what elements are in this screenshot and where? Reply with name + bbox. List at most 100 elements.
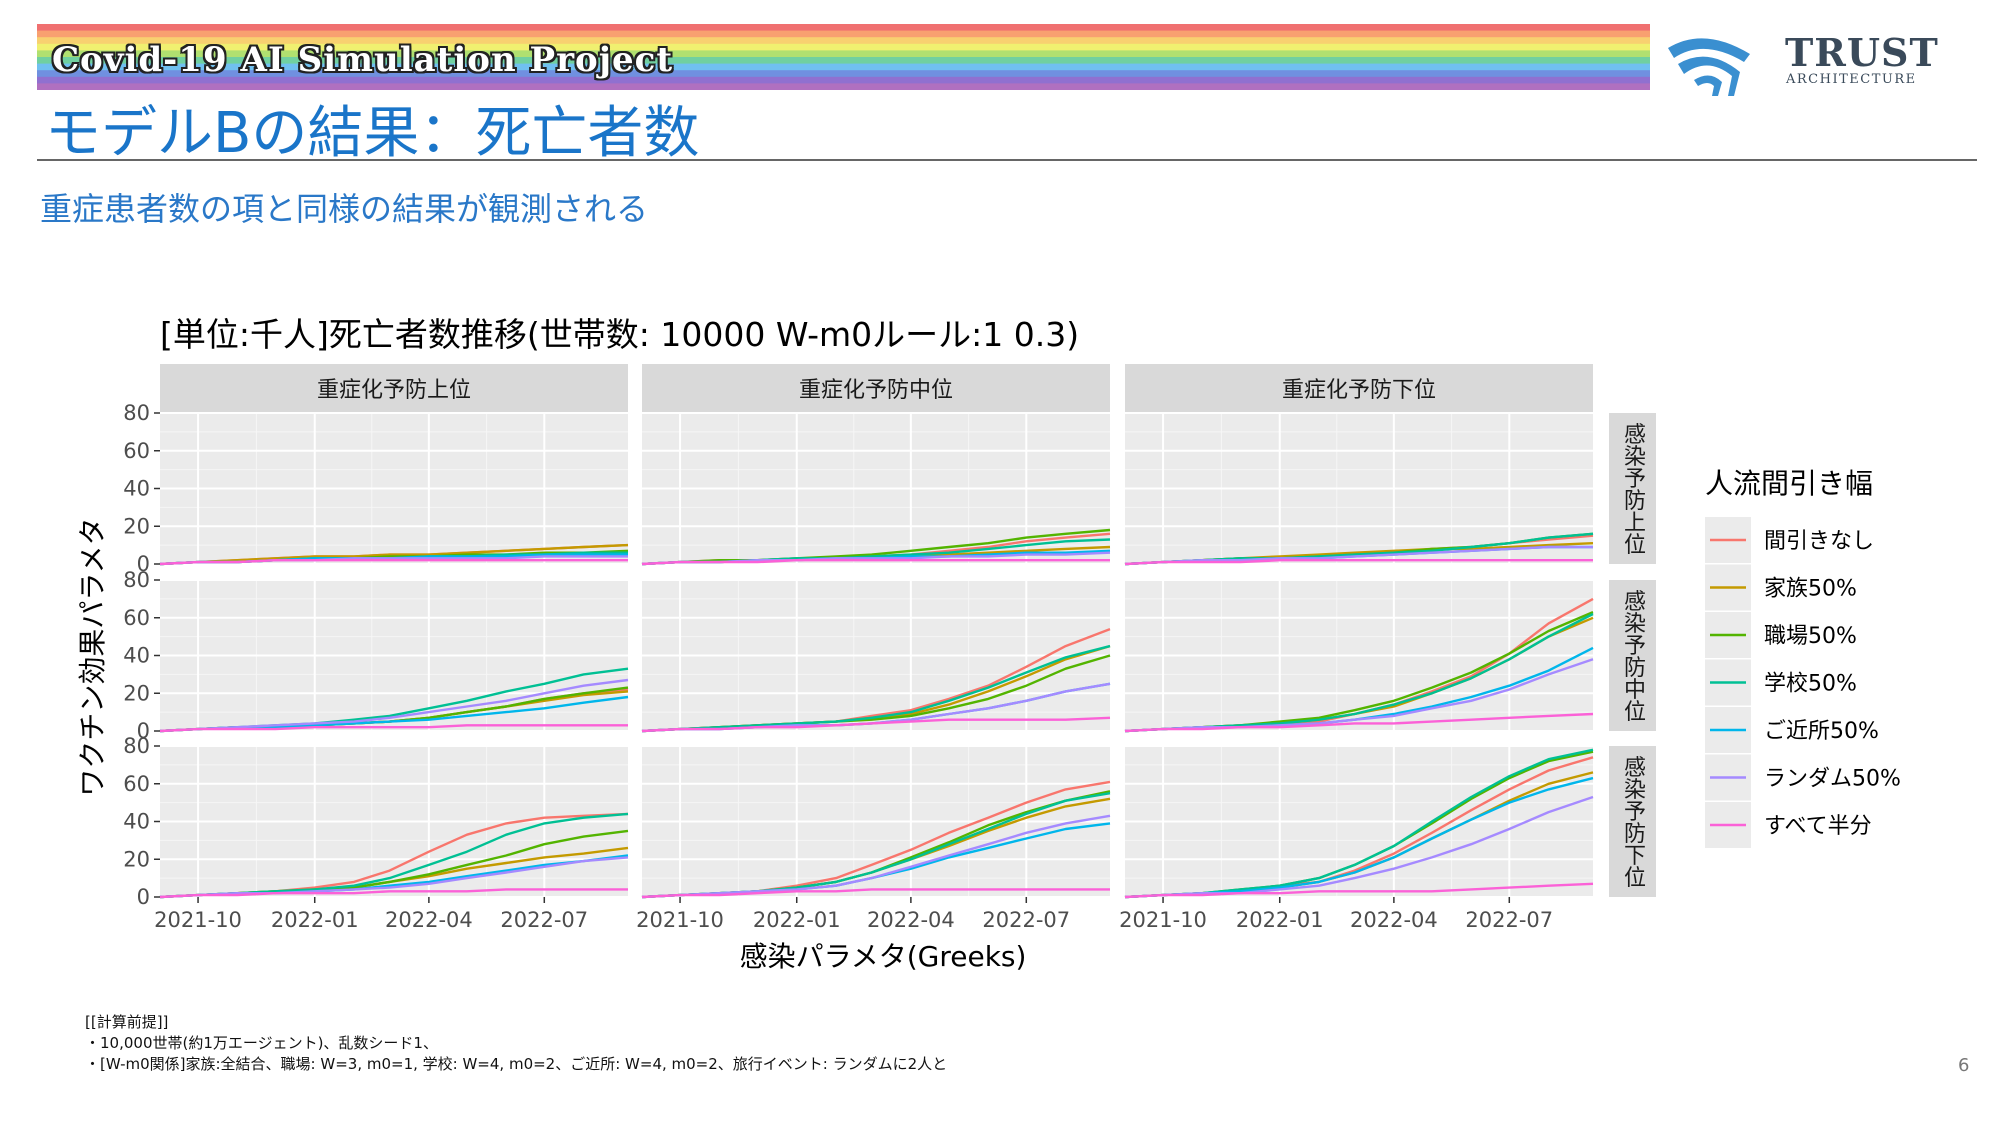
banner-stripe [37,63,1650,71]
facet-panel [159,745,629,899]
y-axis-title: ワクチン効果パラメタ [76,517,109,796]
facet-strip [1125,364,1593,412]
series-line-7 [641,716,1111,733]
facet-panel [1124,412,1594,566]
series-line-7 [159,888,628,899]
legend-item: ランダム50% [1705,754,1901,801]
legend-item: 学校50% [1705,659,1857,706]
legend-label: 間引きなし [1764,529,1874,554]
facet-strip [1609,580,1656,731]
facet-strip [160,364,628,412]
legend-label: 学校50% [1764,672,1857,697]
banner-stripe [37,43,1650,51]
series-line-4 [641,644,1111,733]
facet-panel [641,412,1111,566]
series-line-7 [641,558,1110,566]
series-line-7 [1124,558,1593,566]
slide-title: モデルBの結果：死亡者数 [45,101,700,166]
facet-row-label: 感染予防上位 [1620,423,1646,555]
facet-panel [1124,579,1594,733]
facet-panel [159,579,629,733]
legend-title: 人流間引き幅 [1705,467,1873,500]
x-tick-label: 2022-01 [1236,908,1324,932]
facet-panel [641,579,1111,733]
y-tick-label: 40 [123,810,150,834]
series-line-6 [1124,658,1594,733]
series-line-7 [1124,882,1594,899]
x-tick-label: 2022-07 [500,908,588,932]
series-line-3 [641,528,1111,566]
y-tick-label: 60 [123,439,150,463]
slide-subtitle: 重症患者数の項と同様の結果が観測される [40,190,649,228]
series-line-2 [159,543,629,566]
facet-strip [642,364,1110,412]
facet-panel [159,412,629,566]
y-tick-label: 60 [123,606,150,630]
note-line: ・10,000世帯(約1万エージェント)、乱数シード1、 [85,1034,438,1052]
logo-name: TRUST [1785,30,1939,75]
series-line-7 [159,558,628,566]
banner-stripe [37,57,1650,65]
trust-architecture-logo [1668,38,1750,96]
series-line-6 [641,814,1111,899]
y-tick-label: 40 [123,477,150,501]
banner-title: Covid-19 AI Simulation Project [52,40,674,80]
facet-panel [1124,745,1594,899]
y-tick-label: 20 [123,681,150,705]
legend-label: ご近所50% [1764,719,1879,744]
banner-stripe [37,24,1650,32]
y-tick-label: 80 [123,568,150,592]
legend-item: ご近所50% [1705,707,1879,753]
series-line-6 [1124,545,1593,566]
legend-label: 家族50% [1764,577,1857,602]
x-tick-label: 2022-01 [271,908,359,932]
y-tick-label: 20 [123,847,150,871]
banner-stripe [37,30,1650,38]
y-tick-label: 0 [137,885,150,909]
legend-label: すべて半分 [1764,814,1872,839]
chart-title: [単位:千人]死亡者数推移(世帯数: 10000 W-m0ルール:1 0.3) [160,315,1080,354]
x-tick-label: 2022-04 [867,908,955,932]
facet-row-label: 感染予防中位 [1620,590,1646,722]
logo-subtitle: ARCHITECTURE [1786,72,1917,87]
y-tick-label: 0 [137,552,150,576]
facet-row-label: 感染予防下位 [1620,756,1646,888]
note-line: ・[W-m0関係]家族:全結合、職場: W=3, m0=1, 学校: W=4, … [85,1055,948,1073]
legend-item: 間引きなし [1705,517,1874,563]
y-tick-label: 60 [123,772,150,796]
project-banner [37,24,1650,90]
legend-item: すべて半分 [1705,802,1872,848]
facet-strip [1609,746,1656,897]
banner-stripe [37,83,1650,90]
series-line-6 [159,856,629,899]
series-line-7 [641,888,1110,899]
y-tick-label: 20 [123,514,150,538]
series-line-6 [1124,795,1594,899]
x-tick-label: 2022-01 [753,908,841,932]
facet-column-label: 重症化予防下位 [1282,378,1436,403]
facet-column-label: 重症化予防上位 [317,378,471,403]
legend-item: 職場50% [1705,612,1857,658]
legend-label: 職場50% [1764,624,1857,649]
series-line-7 [159,724,628,733]
y-tick-label: 80 [123,401,150,425]
facet-panel [641,745,1111,899]
x-tick-label: 2022-07 [1465,908,1553,932]
x-tick-label: 2021-10 [154,908,242,932]
logo-mark-icon [1668,38,1750,62]
y-tick-label: 0 [137,719,150,743]
facet-column-label: 重症化予防中位 [799,378,953,403]
banner-stripe [37,76,1650,84]
banner-stripe [37,37,1650,45]
x-tick-label: 2021-10 [1119,908,1207,932]
note-line: [[計算前提]] [85,1013,169,1031]
calculation-notes: [[計算前提]] ・10,000世帯(約1万エージェント)、乱数シード1、 ・[… [85,1012,947,1075]
legend-label: ランダム50% [1764,767,1901,792]
x-tick-label: 2022-04 [1350,908,1438,932]
x-tick-label: 2022-07 [982,908,1070,932]
facet-strip [1609,413,1656,564]
x-tick-label: 2022-04 [385,908,473,932]
y-tick-label: 80 [123,734,150,758]
